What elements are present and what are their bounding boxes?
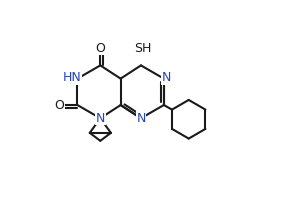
Text: N: N [96,112,105,125]
Text: N: N [136,112,146,125]
Text: N: N [162,71,172,84]
Text: SH: SH [134,42,152,55]
Text: O: O [55,98,65,111]
Text: O: O [95,42,105,55]
Text: HN: HN [63,71,82,84]
